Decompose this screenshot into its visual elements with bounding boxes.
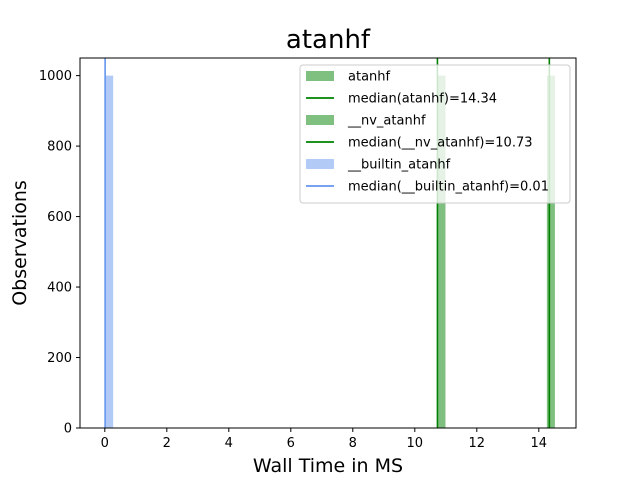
x-tick-label: 14	[531, 436, 548, 451]
x-tick-label: 0	[101, 436, 109, 451]
x-tick-label: 10	[407, 436, 424, 451]
legend: atanhf median(atanhf)=14.34 __nv_atanhfmed…	[299, 64, 571, 204]
y-tick-label: 600	[47, 210, 72, 225]
x-tick-label: 6	[287, 436, 295, 451]
y-tick-label: 1000	[39, 69, 72, 84]
y-tick-label: 400	[47, 281, 72, 296]
bar-nv-atanhf	[437, 75, 446, 428]
legend-label: median(__builtin_atanhf)=0.01	[348, 180, 549, 195]
y-axis-label: Observations	[9, 180, 31, 306]
x-tick-label: 8	[349, 436, 357, 451]
bar-builtin-atanhf	[105, 75, 114, 428]
legend-label: __builtin_atanhf	[347, 158, 451, 173]
legend-label: __nv_atanhf	[347, 114, 426, 129]
legend-label: median(atanhf)=14.34	[348, 92, 497, 107]
legend-label: atanhf	[348, 70, 391, 85]
chart-title: atanhf	[286, 25, 371, 55]
x-tick-label: 4	[225, 436, 233, 451]
plot-area-frame	[79, 57, 577, 429]
y-tick-label: 800	[47, 140, 72, 155]
x-tick-label: 2	[163, 436, 171, 451]
bars-layer	[105, 75, 555, 428]
x-axis-label: Wall Time in MS	[253, 455, 403, 477]
bar-atanhf	[546, 75, 555, 428]
x-tick-label: 12	[469, 436, 486, 451]
y-tick-label: 0	[64, 422, 72, 437]
legend-swatch	[306, 71, 334, 81]
legend-label: median(__nv_atanhf)=10.73	[348, 136, 533, 151]
legend-box	[299, 64, 571, 204]
legend-swatch	[306, 115, 334, 125]
y-axis-ticks: 0 200 400 600 800 1000	[39, 69, 80, 437]
y-tick-label: 200	[47, 351, 72, 366]
legend-swatch	[306, 159, 334, 169]
x-axis-ticks: 0 2 4 6 8 10 12 14	[101, 428, 547, 451]
